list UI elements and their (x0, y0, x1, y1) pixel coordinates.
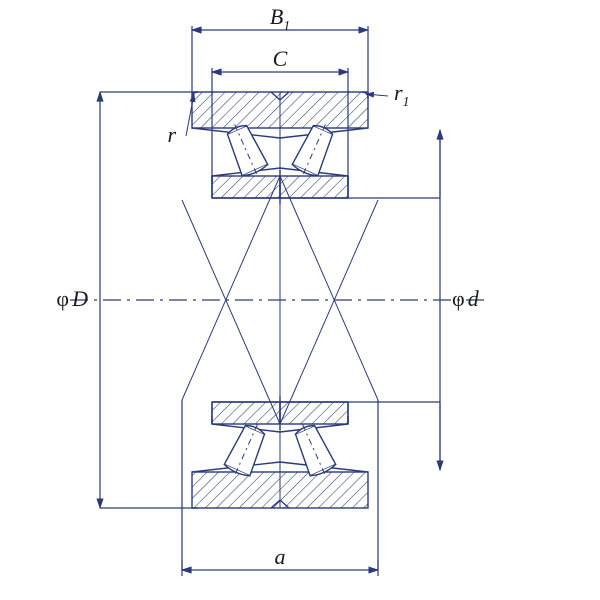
svg-text:B1: B1 (270, 4, 290, 33)
svg-text:φD: φD (56, 286, 88, 311)
svg-text:φd: φd (452, 286, 480, 311)
svg-text:r1: r1 (394, 80, 409, 109)
svg-text:C: C (273, 46, 288, 71)
svg-text:r: r (167, 122, 176, 147)
svg-text:a: a (275, 544, 286, 569)
bearing-diagram: B1 Ca φD φd r r1 (0, 0, 600, 600)
